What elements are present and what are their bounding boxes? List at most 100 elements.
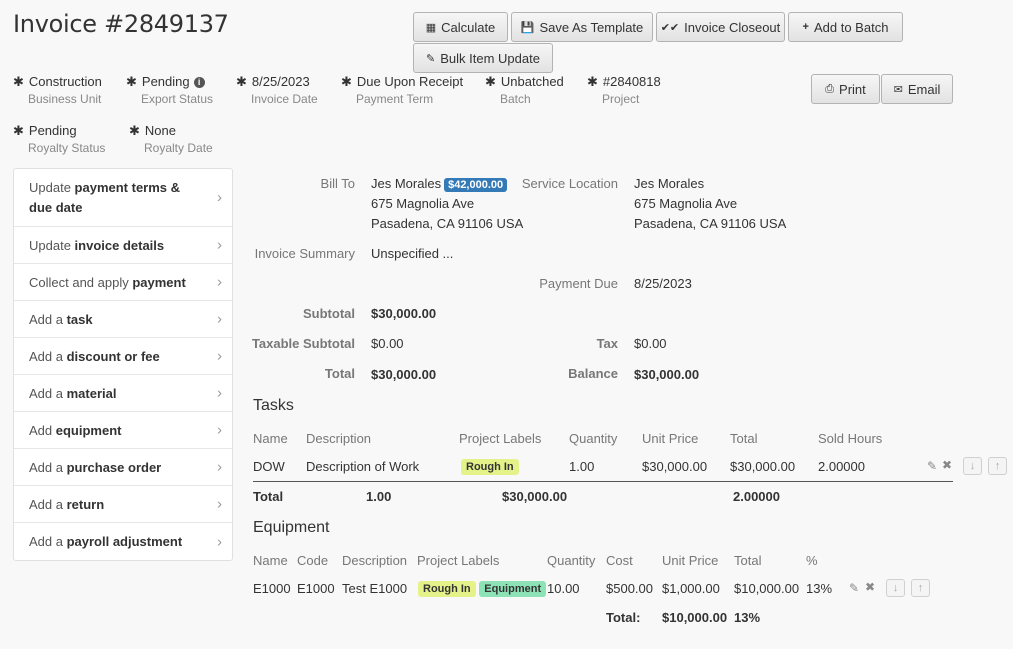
arrow-down-icon: ↓ [892,582,899,594]
equipment-unit-price: $1,000.00 [662,581,720,596]
project-value[interactable]: #2840818 [602,74,661,89]
invoice-closeout-button[interactable]: ✔✔ Invoice Closeout [656,12,785,42]
print-button[interactable]: ⎙ Print [811,74,880,104]
arrow-down-icon: ↓ [969,460,976,472]
equipment-header-project-labels: Project Labels [417,553,500,568]
chevron-right-icon: › [217,236,222,254]
chevron-right-icon: › [217,458,222,476]
move-down-button[interactable]: ↓ [963,457,982,475]
equipment-total-amount: $10,000.00 [662,610,728,625]
edit-pencil-icon[interactable]: ✎ [849,581,860,595]
sidebar-item-return[interactable]: Add a return › [14,486,232,523]
sidebar-item-prefix: Update [29,179,75,195]
plus-icon: + [802,21,809,33]
project-label: Project [602,92,640,106]
email-button[interactable]: ✉ Email [881,74,953,104]
business-unit-value: Construction [28,74,102,89]
sidebar-item-equipment[interactable]: Add equipment › [14,412,232,449]
sidebar-item-label: invoice details [74,237,165,253]
tasks-header-quantity: Quantity [569,431,618,446]
sidebar-item-label: discount or fee [66,348,160,364]
page-title: Invoice #2849137 [13,10,229,38]
task-quantity: 1.00 [569,459,595,474]
sidebar-item-discount-fee[interactable]: Add a discount or fee › [14,338,232,375]
total-value: $30,000.00 [371,367,437,382]
calculate-button[interactable]: ▦ Calculate [413,12,508,42]
service-location-name[interactable]: Jes Morales [634,176,705,191]
delete-x-icon[interactable]: ✖ [865,580,876,594]
equipment-header-percent: % [806,553,818,568]
service-location-address-line2: Pasadena, CA 91106 USA [634,216,787,231]
move-up-button[interactable]: ↑ [988,457,1007,475]
save-template-label: Save As Template [539,19,644,35]
tasks-total-divider [253,481,953,482]
sidebar-item-prefix: Add a [29,348,67,364]
sidebar-item-payment[interactable]: Collect and apply payment › [14,264,232,301]
chevron-right-icon: › [217,273,222,291]
tasks-header-name: Name [253,431,288,446]
sidebar-item-material[interactable]: Add a material › [14,375,232,412]
tasks-section-title: Tasks [253,397,294,414]
double-check-icon: ✔✔ [660,21,680,34]
meta-royalty-date: ✱ None Royalty Date [129,123,213,155]
sidebar-item-label: return [66,496,105,512]
save-icon: 💾 [520,21,535,34]
invoice-summary-value: Unspecified ... [371,246,454,261]
meta-project: ✱ #2840818 Project [587,74,661,106]
service-location-address-line1: 675 Magnolia Ave [634,196,738,211]
bill-to-name-row: Jes Morales $42,000.00 [371,176,508,192]
calculator-icon: ▦ [425,21,437,34]
sidebar-item-invoice-details[interactable]: Update invoice details › [14,227,232,264]
calculate-label: Calculate [441,19,496,35]
save-as-template-button[interactable]: 💾 Save As Template [511,12,653,42]
payment-due-value: 8/25/2023 [634,276,692,291]
task-sold-hours: 2.00000 [818,459,865,474]
equipment-quantity: 10.00 [547,581,580,596]
add-to-batch-button[interactable]: + Add to Batch [788,12,903,42]
bulk-update-label: Bulk Item Update [440,50,540,66]
sidebar-item-prefix: Add a [29,496,67,512]
project-label-tag: Rough In [418,581,476,597]
sidebar-item-task[interactable]: Add a task › [14,301,232,338]
equipment-header-quantity: Quantity [547,553,596,568]
delete-x-icon[interactable]: ✖ [942,458,953,472]
equipment-name: E1000 [253,581,291,596]
add-batch-label: Add to Batch [813,19,889,35]
info-icon[interactable]: i [193,77,205,88]
royalty-status-label: Royalty Status [28,141,106,155]
tax-value: $0.00 [634,336,667,351]
royalty-date-label: Royalty Date [144,141,213,155]
task-total: $30,000.00 [730,459,796,474]
sidebar-item-prefix: Update [29,237,75,253]
sidebar-item-prefix: Add [29,422,56,438]
sidebar-item-label: task [66,311,93,327]
sidebar-item-payroll-adjustment[interactable]: Add a payroll adjustment › [14,523,232,560]
export-status-label: Export Status [141,92,214,106]
task-name: DOW [253,459,285,474]
equipment-header-name: Name [253,553,288,568]
invoice-summary-label: Invoice Summary [254,246,355,261]
project-label-tag: Equipment [479,581,547,597]
balance-badge: $42,000.00 [444,178,508,192]
bulk-item-update-button[interactable]: ✎ Bulk Item Update [413,43,553,73]
edit-pencil-icon[interactable]: ✎ [927,459,938,473]
equipment-total: $10,000.00 [734,581,800,596]
move-down-button[interactable]: ↓ [886,579,905,597]
batch-label: Batch [500,92,531,106]
bill-to-name[interactable]: Jes Morales [371,176,442,191]
meta-batch: ✱ Unbatched Batch [485,74,564,106]
sidebar-item-purchase-order[interactable]: Add a purchase order › [14,449,232,486]
closeout-label: Invoice Closeout [684,19,781,35]
balance-label: Balance [568,366,618,381]
sidebar-item-payment-terms[interactable]: Update payment terms & due date › [14,169,232,227]
tax-label: Tax [596,336,618,351]
bill-to-address-line1: 675 Magnolia Ave [371,196,475,211]
sidebar-item-label: payment terms & due date [29,179,181,215]
tasks-header-description: Description [306,431,372,446]
sidebar-item-prefix: Add a [29,385,67,401]
pencil-icon: ✎ [426,52,436,65]
chevron-right-icon: › [217,347,222,365]
equipment-header-unit-price: Unit Price [662,553,719,568]
chevron-right-icon: › [217,384,222,402]
move-up-button[interactable]: ↑ [911,579,930,597]
